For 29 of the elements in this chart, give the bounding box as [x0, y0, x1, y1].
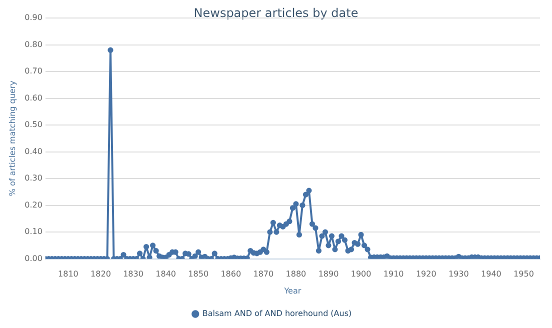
x-tick-label: 1860 [220, 270, 242, 279]
chart-title: Newspaper articles by date [194, 6, 358, 20]
x-tick-label: 1820 [90, 270, 111, 279]
y-tick-label: 0.50 [24, 120, 42, 130]
x-tick-label: 1870 [253, 270, 274, 279]
y-tick-label: 0.10 [24, 227, 42, 236]
y-tick-label: 0.40 [24, 146, 42, 156]
x-tick-label: 1900 [350, 270, 372, 279]
x-tick-label: 1920 [416, 270, 436, 279]
legend-label: Balsam AND of AND horehound (Aus) [202, 309, 352, 318]
x-tick-label: 1910 [383, 270, 404, 279]
x-tick-label: 1840 [156, 270, 176, 279]
x-tick-label: 1930 [448, 270, 469, 279]
y-tick-label: 0.00 [24, 254, 42, 263]
x-tick-label: 1810 [58, 270, 78, 279]
y-tick-label: 0.60 [24, 93, 42, 102]
x-axis-title: Year [283, 286, 302, 296]
y-tick-label: 0.90 [24, 13, 42, 22]
x-tick-label: 1850 [188, 270, 209, 279]
y-tick-label: 0.80 [24, 40, 42, 49]
x-tick-label: 1830 [123, 270, 144, 279]
x-tick-label: 1950 [514, 270, 534, 279]
y-axis-title: % of articles matching query [8, 80, 17, 196]
x-tick-label: 1940 [481, 270, 502, 279]
x-tick-label: 1890 [318, 270, 339, 279]
y-tick-label: 0.70 [24, 66, 42, 76]
y-tick-label: 0.30 [24, 174, 42, 183]
x-tick-label: 1880 [286, 270, 306, 279]
y-tick-label: 0.20 [24, 200, 42, 210]
